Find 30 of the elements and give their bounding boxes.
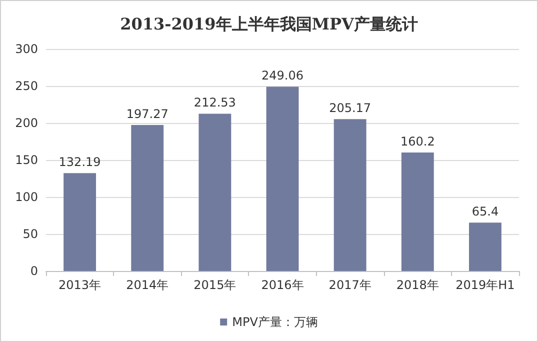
y-tick-label: 100: [15, 190, 38, 204]
y-tick-label: 300: [15, 42, 38, 56]
data-label: 65.4: [472, 204, 499, 219]
x-tick-label: 2019年H1: [456, 278, 515, 292]
chart-title: 2013-2019年上半年我国MPV产量统计: [120, 14, 418, 34]
x-tick-label: 2017年: [328, 278, 372, 292]
data-label: 212.53: [194, 96, 236, 110]
y-tick-label: 0: [30, 264, 38, 278]
x-tick-label: 2016年: [261, 278, 304, 292]
bar: [468, 222, 502, 271]
bar: [266, 86, 299, 271]
x-tick-label: 2015年: [194, 278, 236, 292]
bar: [401, 152, 434, 271]
y-tick-label: 150: [15, 153, 38, 167]
bar: [334, 119, 366, 271]
data-label: 160.2: [400, 134, 435, 148]
data-label: 197.27: [126, 107, 168, 122]
bar: [131, 125, 164, 271]
data-label: 249.06: [262, 68, 304, 83]
x-tick-label: 2014年: [126, 278, 169, 292]
y-tick-label: 50: [22, 227, 38, 241]
y-tick-label: 200: [15, 116, 38, 130]
data-label: 132.19: [58, 155, 101, 170]
y-tick-label: 250: [15, 79, 38, 93]
bar: [198, 114, 232, 271]
data-label: 205.17: [329, 101, 372, 116]
x-tick-label: 2018年: [396, 278, 439, 292]
legend-label: MPV产量：万辆: [232, 315, 318, 329]
x-tick-label: 2013年: [58, 278, 102, 292]
bar: [64, 173, 96, 271]
